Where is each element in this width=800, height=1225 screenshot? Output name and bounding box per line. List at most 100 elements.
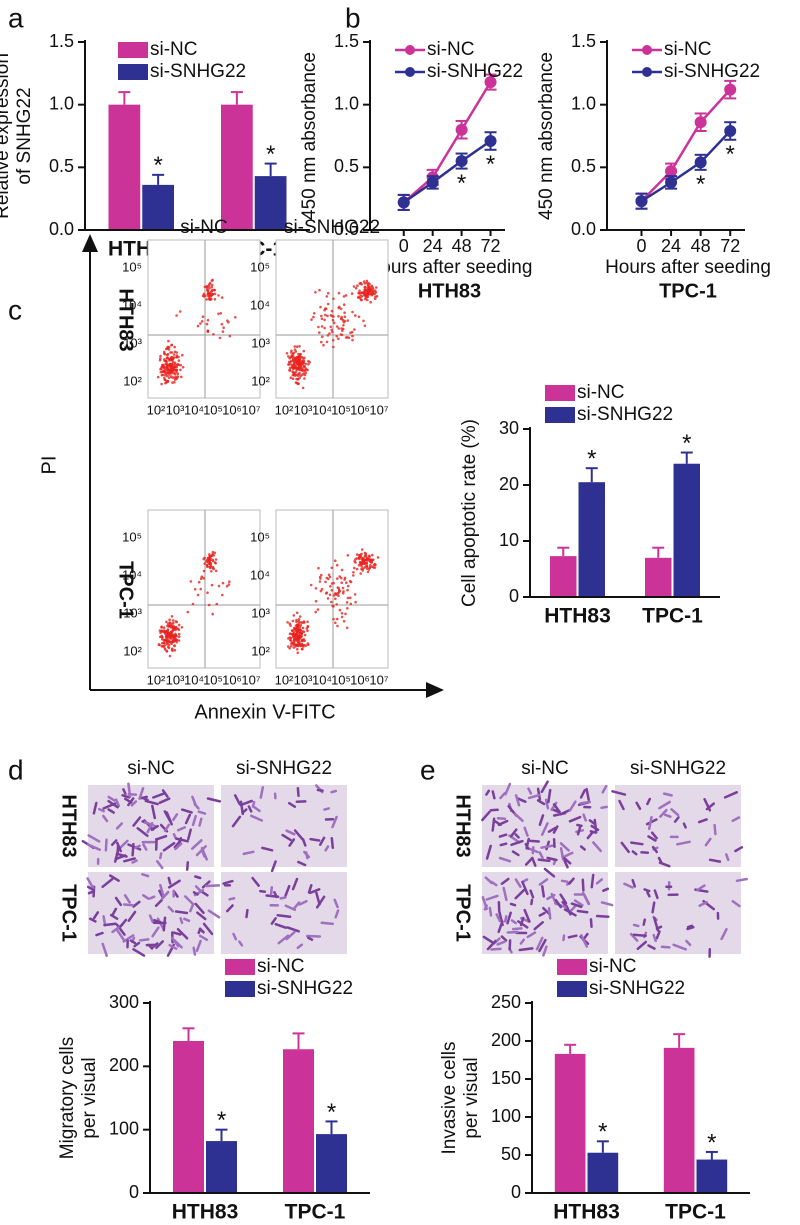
stained-cell <box>561 900 568 908</box>
cell-event <box>369 288 373 291</box>
stained-cell <box>655 930 661 940</box>
cell-event <box>298 637 301 641</box>
cell-event <box>342 303 346 307</box>
cell-event <box>164 381 167 385</box>
cell-event <box>209 566 212 570</box>
cell-event <box>217 584 221 588</box>
stained-cell <box>735 877 748 883</box>
stained-cell <box>629 932 639 942</box>
flow-y-tick-label: 10³ <box>123 335 142 350</box>
cell-event <box>370 293 374 297</box>
cell-event <box>164 630 167 633</box>
stained-cell <box>102 915 107 926</box>
stained-cell <box>490 947 502 951</box>
cell-event <box>166 624 169 628</box>
stained-cell <box>279 896 287 900</box>
cell-event <box>369 300 373 304</box>
stained-cell <box>519 938 526 945</box>
flow-x-tick-label: 10⁶ <box>350 402 370 417</box>
stained-cell <box>167 905 175 913</box>
cell-event <box>170 642 173 645</box>
stained-cell <box>303 850 311 859</box>
panel-label: d <box>8 754 24 785</box>
cell-event <box>358 289 361 293</box>
cell-event <box>304 367 308 370</box>
cell-event <box>320 314 323 318</box>
cell-event <box>359 298 363 302</box>
column-heading: si-SNHG22 <box>630 758 726 779</box>
flow-y-tick-label: 10² <box>123 373 142 388</box>
cell-event <box>320 573 323 577</box>
series-line <box>402 81 492 204</box>
stained-cell <box>92 911 100 920</box>
cell-event <box>330 328 334 332</box>
cell-event <box>176 372 180 376</box>
point <box>635 195 648 208</box>
bar <box>663 1047 695 1193</box>
legend-marker <box>405 67 415 77</box>
column-heading: si-NC <box>180 217 228 238</box>
cell-event <box>225 584 229 588</box>
cell-event <box>202 292 206 296</box>
cell-event <box>291 619 295 623</box>
stained-cell <box>158 797 171 804</box>
cell-event <box>222 326 225 330</box>
flow-x-label: Annexin V-FITC <box>194 701 335 723</box>
stained-cell <box>177 826 187 832</box>
cell-event <box>303 369 306 372</box>
stained-cell <box>154 834 168 841</box>
cell-event <box>344 612 347 616</box>
cell-event <box>159 367 162 371</box>
y-tick-label: 0 <box>129 1182 139 1202</box>
cell-event <box>173 372 177 376</box>
cell-event <box>296 647 299 651</box>
cell-event <box>314 599 318 603</box>
stained-cell <box>207 909 221 919</box>
cell-event <box>173 648 177 652</box>
stained-cell <box>195 939 202 952</box>
stained-cell <box>194 885 203 893</box>
cell-event <box>172 638 176 642</box>
x-tick-label: 48 <box>691 236 711 256</box>
cell-event <box>352 574 355 577</box>
cell-event <box>342 324 345 327</box>
cell-event <box>318 331 321 334</box>
stained-cell <box>725 853 730 862</box>
cell-event <box>221 581 225 585</box>
stained-cell <box>86 885 95 892</box>
error-bar <box>182 1027 195 1041</box>
cell-event <box>296 640 300 644</box>
cell-event <box>327 573 331 577</box>
stained-cell <box>514 888 526 900</box>
cell-event <box>295 620 298 623</box>
stained-cell <box>570 902 583 909</box>
cell-event <box>171 619 175 622</box>
legend-label: si-NC <box>427 39 475 60</box>
cell-event <box>166 374 169 378</box>
point <box>665 176 678 189</box>
cell-event <box>292 646 296 649</box>
flow-x-tick-label: 10⁷ <box>369 672 388 687</box>
cell-event <box>204 294 207 298</box>
cell-event <box>332 581 335 585</box>
point <box>694 116 707 129</box>
cell-event <box>159 631 162 635</box>
cell-event <box>306 624 310 628</box>
cell-event <box>160 626 163 629</box>
stained-cell <box>107 808 115 814</box>
stained-cell <box>524 856 534 866</box>
error-bar <box>564 1043 577 1054</box>
y-tick-label: 250 <box>491 992 521 1012</box>
cell-event <box>179 310 182 313</box>
cell-event <box>321 335 324 339</box>
y-tick-label: 20 <box>499 474 519 494</box>
stained-cell <box>87 890 95 895</box>
cell-event <box>365 281 369 285</box>
cell-event <box>301 639 304 643</box>
flow-y-tick-label: 10⁵ <box>250 259 270 274</box>
stained-cell <box>579 789 586 799</box>
stained-cell <box>581 878 585 892</box>
stained-cell <box>320 921 334 926</box>
cell-event <box>337 291 341 295</box>
stained-cell <box>305 934 322 938</box>
